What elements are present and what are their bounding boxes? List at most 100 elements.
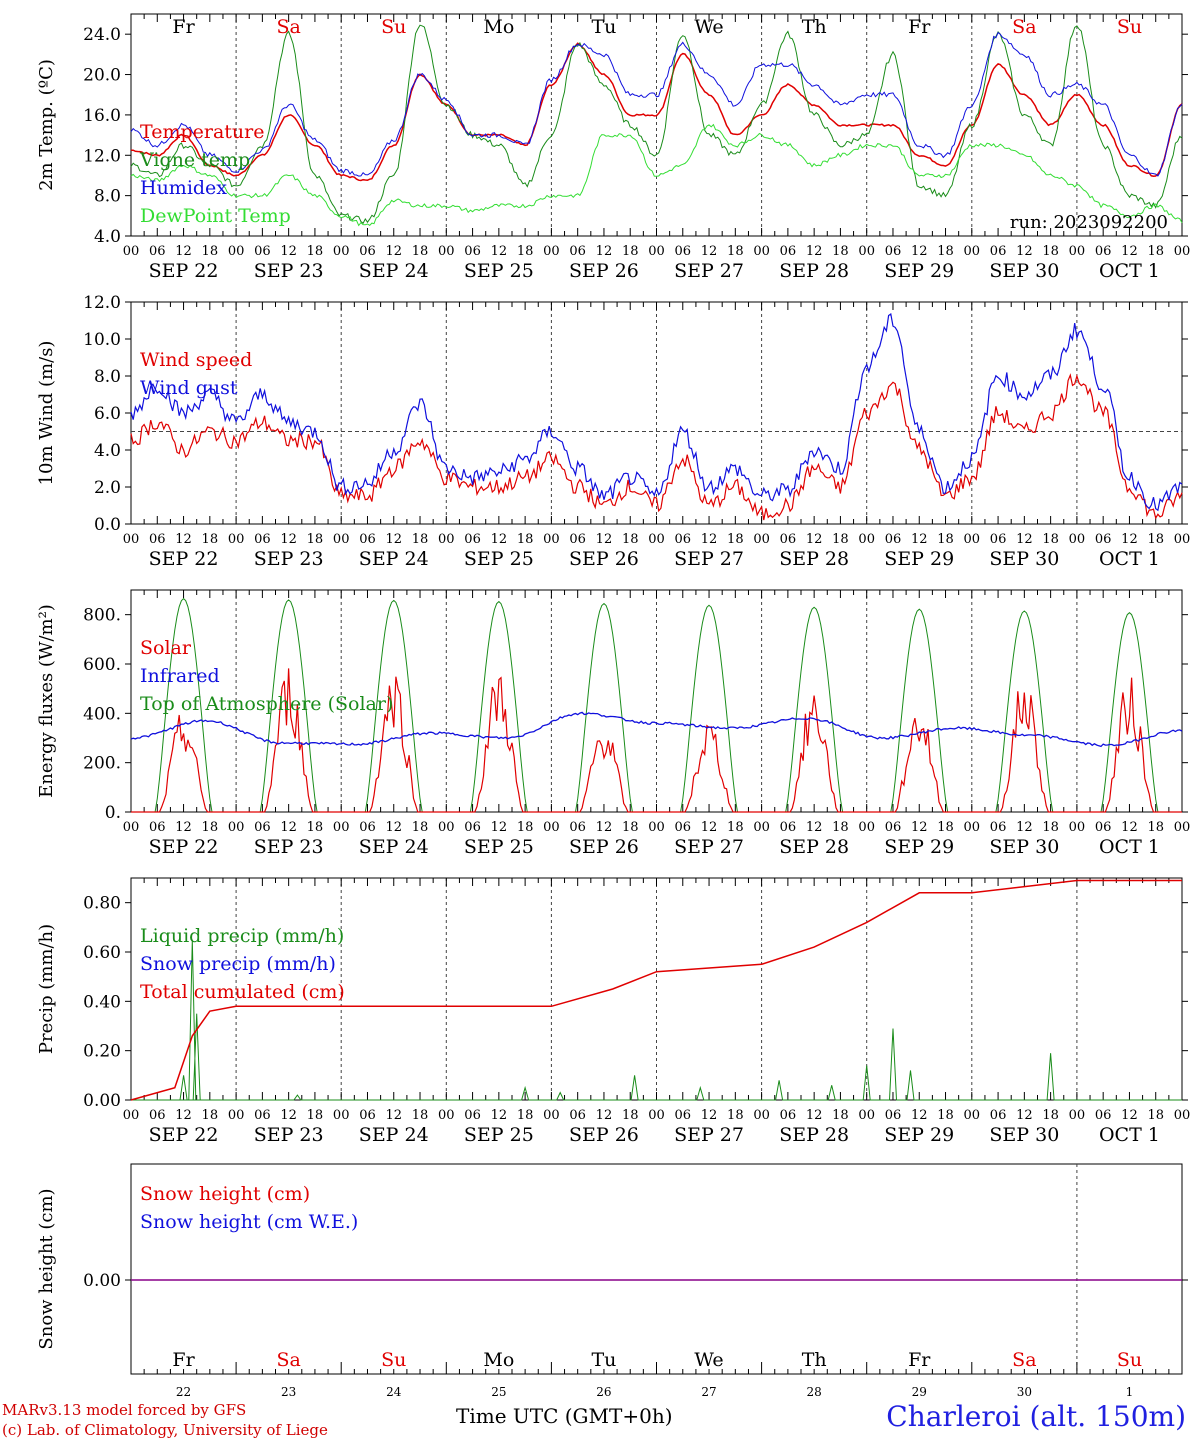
hour-label: 18 (517, 532, 534, 547)
legend-infrared: Infrared (140, 665, 220, 687)
hour-label: 00 (1174, 1108, 1191, 1123)
hour-label: 06 (675, 244, 692, 259)
date-label: SEP 23 (254, 548, 324, 570)
hour-label: 06 (149, 820, 166, 835)
hour-label: 12 (1121, 820, 1138, 835)
hour-label: 00 (333, 244, 350, 259)
hour-label: 06 (1095, 1108, 1112, 1123)
hour-label: 00 (1174, 532, 1191, 547)
time-axis-title: Time UTC (GMT+0h) (456, 1404, 673, 1428)
date-label: OCT 1 (1099, 260, 1160, 282)
date-label: SEP 28 (779, 548, 849, 570)
hour-label: 12 (280, 820, 297, 835)
y-axis-label: 10m Wind (m/s) (36, 341, 57, 486)
date-label: SEP 25 (464, 836, 534, 858)
station-name: Charleroi (alt. 150m) (886, 1400, 1186, 1433)
date-label: SEP 25 (464, 548, 534, 570)
model-credit: MARv3.13 model forced by GFS (2, 1401, 247, 1419)
date-label: SEP 27 (674, 836, 744, 858)
hour-label: 12 (1016, 532, 1033, 547)
hour-label: 12 (1016, 1108, 1033, 1123)
hour-label: 00 (964, 820, 981, 835)
hour-label: 12 (385, 820, 402, 835)
y-tick-label: 8.0 (94, 187, 121, 207)
day-letter: Su (381, 16, 406, 38)
hour-label: 06 (990, 820, 1007, 835)
hour-label: 12 (806, 1108, 823, 1123)
series-wind-speed (130, 373, 1183, 521)
hour-label: 00 (964, 1108, 981, 1123)
hour-label: 00 (648, 532, 665, 547)
hour-label: 12 (385, 532, 402, 547)
date-label: SEP 29 (884, 836, 954, 858)
hour-label: 12 (596, 820, 613, 835)
panel-5 (125, 1163, 1188, 1375)
hour-label: 12 (491, 1108, 508, 1123)
date-label: SEP 22 (149, 836, 219, 858)
day-number: 29 (912, 1385, 927, 1399)
hour-label: 06 (990, 244, 1007, 259)
hour-label: 12 (596, 1108, 613, 1123)
legend-liquid-precip-mm-h-: Liquid precip (mm/h) (140, 925, 344, 947)
hour-label: 00 (438, 532, 455, 547)
date-label: SEP 22 (149, 548, 219, 570)
hour-label: 00 (753, 1108, 770, 1123)
legend-top-of-atmosphere-solar-: Top of Atmosphere (Solar) (140, 693, 393, 715)
hour-label: 06 (569, 1108, 586, 1123)
panel-4 (125, 877, 1188, 1101)
day-number: 23 (281, 1385, 296, 1399)
hour-label: 12 (175, 532, 192, 547)
hour-label: 18 (1147, 1108, 1164, 1123)
hour-label: 18 (832, 1108, 849, 1123)
date-label: SEP 23 (254, 836, 324, 858)
hour-label: 18 (622, 244, 639, 259)
date-label: OCT 1 (1099, 548, 1160, 570)
hour-label: 12 (491, 244, 508, 259)
y-tick-label: 0.40 (83, 992, 121, 1012)
hour-label: 00 (1069, 244, 1086, 259)
hour-label: 18 (412, 532, 429, 547)
hour-label: 06 (569, 532, 586, 547)
y-tick-label: 0.60 (83, 943, 121, 963)
hour-label: 06 (359, 820, 376, 835)
day-number: 30 (1017, 1385, 1032, 1399)
y-tick-label: 4.0 (94, 227, 121, 247)
day-letter: Su (1117, 1349, 1142, 1371)
hour-label: 18 (202, 820, 219, 835)
hour-label: 06 (780, 820, 797, 835)
hour-label: 00 (858, 532, 875, 547)
day-letter: Sa (1012, 1349, 1036, 1371)
legend-total-cumulated-cm-: Total cumulated (cm) (140, 981, 345, 1003)
hour-label: 00 (438, 244, 455, 259)
date-label: SEP 24 (359, 1124, 429, 1146)
day-letter: Mo (483, 16, 514, 38)
hour-label: 18 (517, 244, 534, 259)
hour-label: 06 (149, 532, 166, 547)
hour-label: 12 (806, 244, 823, 259)
hour-label: 00 (648, 1108, 665, 1123)
hour-label: 06 (254, 820, 271, 835)
legend-wind-speed: Wind speed (140, 349, 252, 371)
y-tick-label: 20.0 (83, 66, 121, 86)
day-number: 25 (491, 1385, 506, 1399)
hour-label: 18 (202, 244, 219, 259)
hour-label: 12 (1016, 244, 1033, 259)
series-solar (131, 668, 1182, 813)
y-tick-label: 0.00 (83, 1091, 121, 1111)
hour-label: 18 (622, 820, 639, 835)
hour-label: 06 (359, 1108, 376, 1123)
y-tick-label: 600. (83, 655, 121, 675)
hour-label: 00 (753, 532, 770, 547)
hour-label: 06 (675, 1108, 692, 1123)
hour-label: 12 (1121, 532, 1138, 547)
day-letter: Th (802, 1349, 827, 1371)
date-label: SEP 25 (464, 1124, 534, 1146)
hour-label: 18 (202, 1108, 219, 1123)
hour-label: 06 (780, 532, 797, 547)
hour-label: 00 (964, 532, 981, 547)
hour-label: 18 (1042, 1108, 1059, 1123)
y-tick-label: 10.0 (83, 330, 121, 350)
hour-label: 00 (438, 820, 455, 835)
series-humidex (130, 31, 1183, 177)
hour-label: 00 (1069, 820, 1086, 835)
